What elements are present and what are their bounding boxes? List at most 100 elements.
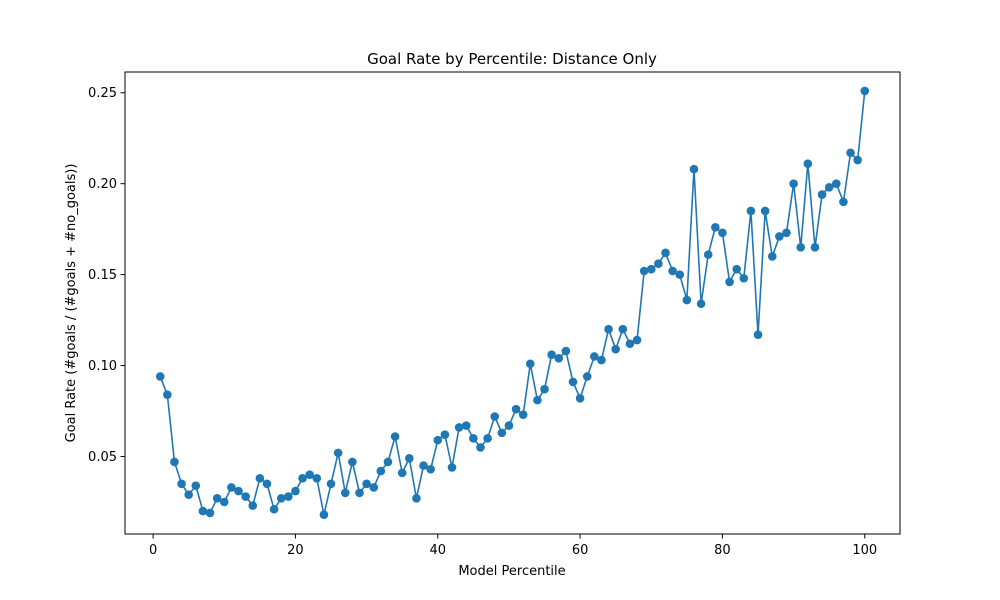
data-point [454, 423, 464, 432]
data-point [262, 479, 272, 489]
data-point [355, 488, 364, 498]
data-point [333, 448, 343, 458]
data-point [191, 481, 201, 490]
data-point [390, 432, 400, 441]
data-point [775, 232, 784, 241]
data-point [796, 243, 806, 252]
x-axis: 0 20 40 60 80 100 [149, 534, 877, 558]
data-point [533, 395, 542, 405]
data-point [547, 350, 556, 359]
data-point [234, 486, 243, 496]
data-point [177, 479, 186, 489]
plot-area [155, 86, 870, 520]
data-point [711, 223, 720, 232]
y-axis: 0.05 0.10 0.15 0.20 0.25 [88, 86, 125, 465]
data-point [241, 492, 250, 501]
data-point [732, 264, 741, 274]
data-point [312, 474, 322, 483]
data-point [718, 228, 727, 238]
data-point [739, 273, 749, 283]
data-point [326, 479, 336, 489]
data-point [397, 468, 407, 478]
data-point [575, 394, 585, 403]
data-point [255, 474, 265, 483]
data-point [405, 454, 414, 463]
data-point [689, 164, 699, 174]
data-point [340, 488, 350, 498]
data-point [760, 206, 770, 216]
data-point [746, 206, 756, 216]
y-axis-label: Goal Rate (#goals / (#goals + #no_goals)… [64, 164, 79, 443]
data-point [433, 435, 443, 445]
data-point [554, 353, 564, 363]
data-point [504, 421, 514, 430]
data-point [767, 252, 777, 261]
y-tick-label: 0.15 [88, 268, 117, 283]
data-point [440, 430, 450, 439]
data-point [319, 510, 329, 520]
data-point [198, 506, 208, 516]
data-point [376, 466, 386, 476]
y-tick-label: 0.10 [88, 359, 117, 374]
plot-frame [124, 71, 901, 535]
data-point [725, 277, 734, 287]
data-point [476, 443, 485, 452]
data-point [590, 352, 599, 361]
data-point [824, 183, 834, 192]
series-line [159, 90, 866, 516]
data-point [682, 295, 692, 305]
data-point [184, 490, 193, 500]
data-point [632, 335, 642, 345]
data-point [675, 270, 685, 279]
data-point [625, 339, 635, 349]
x-tick-label: 60 [572, 543, 589, 558]
data-point [525, 359, 535, 369]
y-tick-label: 0.05 [88, 450, 117, 465]
data-point [276, 494, 286, 503]
data-point [618, 324, 628, 334]
data-point [483, 434, 492, 443]
data-point [604, 324, 613, 334]
data-point [170, 457, 179, 467]
data-point [269, 504, 279, 514]
data-point [654, 259, 663, 269]
data-point [568, 377, 578, 387]
data-point [426, 464, 435, 474]
data-point [163, 390, 172, 399]
data-point [860, 86, 870, 96]
data-point [839, 197, 848, 207]
data-point [369, 483, 379, 492]
data-point [540, 384, 549, 394]
data-point [646, 264, 656, 274]
data-point [853, 155, 862, 165]
data-point [810, 243, 820, 252]
data-point [291, 486, 300, 496]
data-point [582, 372, 592, 381]
data-point [518, 410, 528, 419]
data-point [803, 159, 813, 168]
data-point [205, 508, 215, 518]
data-point [248, 501, 258, 510]
x-tick-label: 100 [852, 543, 877, 558]
data-point [597, 355, 606, 365]
data-point [703, 250, 713, 259]
data-point [611, 344, 620, 354]
data-point [661, 248, 670, 258]
data-point [362, 479, 371, 489]
data-point [227, 483, 236, 492]
data-point [155, 372, 165, 381]
x-tick-label: 40 [430, 543, 447, 558]
data-point [696, 299, 706, 309]
y-tick-label: 0.20 [88, 177, 117, 192]
data-point [419, 461, 428, 470]
data-point [846, 148, 855, 158]
data-point [348, 457, 357, 467]
data-point [561, 346, 571, 356]
data-point [789, 179, 798, 188]
chart-title: Goal Rate by Percentile: Distance Only [367, 50, 657, 68]
x-axis-label: Model Percentile [458, 564, 565, 579]
data-point [832, 179, 841, 188]
data-point [639, 266, 649, 276]
